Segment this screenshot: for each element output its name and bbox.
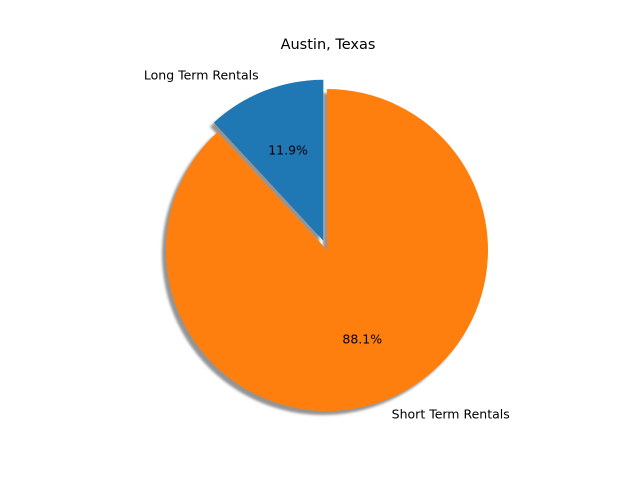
slice-percent-long-term-rentals: 11.9% [268, 142, 308, 157]
slice-short-term-rentals [166, 88, 489, 411]
slice-long-term-rentals [213, 79, 324, 241]
pie-slices [166, 79, 489, 411]
slice-percent-short-term-rentals: 88.1% [342, 331, 382, 346]
slice-label-short-term-rentals: Short Term Rentals [392, 406, 510, 421]
slice-label-long-term-rentals: Long Term Rentals [144, 67, 259, 82]
slice-labels: Long Term Rentals 11.9% Short Term Rentals… [144, 67, 510, 421]
chart-title: Austin, Texas [281, 37, 376, 53]
